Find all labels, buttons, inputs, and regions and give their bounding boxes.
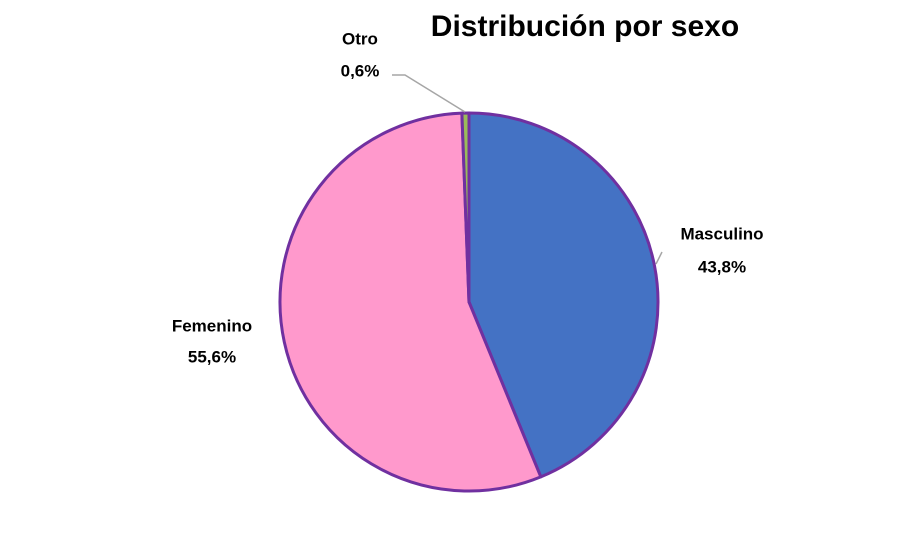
leader-line — [392, 74, 466, 113]
slice-label: Femenino — [172, 316, 252, 335]
slice-label: Otro — [342, 29, 378, 48]
pie-slice — [460, 111, 471, 304]
chart-title: Distribución por sexo — [431, 10, 739, 43]
slice-value-label: 0,6% — [341, 61, 380, 80]
pie-slice — [278, 111, 543, 493]
slice-value-label: 55,6% — [188, 347, 236, 366]
slice-value-label: 43,8% — [698, 257, 746, 276]
leader-line — [655, 251, 663, 265]
pie-slice — [467, 111, 660, 479]
slice-label: Masculino — [680, 224, 763, 243]
